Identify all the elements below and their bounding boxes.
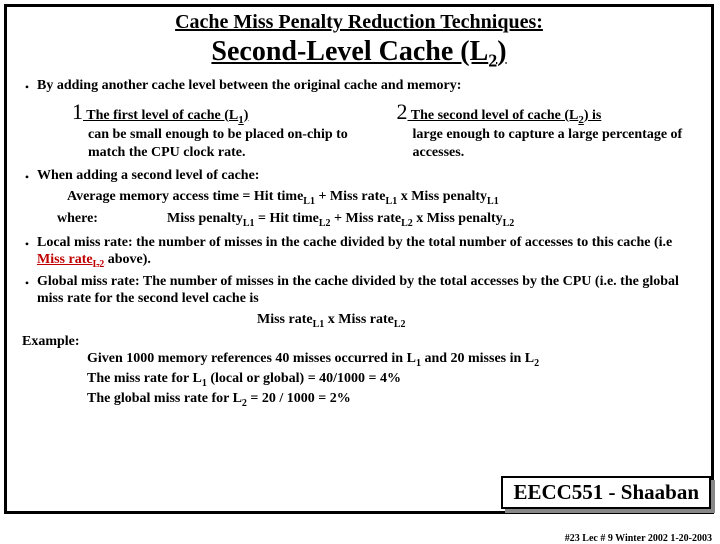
b3a: Local miss rate: the number of misses in…: [37, 235, 672, 250]
b3r: Miss rate: [37, 252, 93, 267]
formula-1: Average memory access time = Hit timeL1 …: [17, 189, 701, 207]
e2a: The miss rate for L: [87, 371, 202, 386]
col-1: 1 The first level of cache (L1) can be s…: [72, 99, 377, 163]
b3b: above).: [104, 252, 151, 267]
f2c: + Miss rate: [331, 211, 402, 226]
f2s1: L1: [243, 218, 255, 229]
bullet-1-text: By adding another cache level between th…: [37, 78, 701, 95]
footer-line: #23 Lec # 9 Winter 2002 1-20-2003: [565, 533, 712, 544]
title-text-a: Second-Level Cache (L: [211, 36, 488, 67]
where-label: where:: [57, 211, 167, 229]
title-text-b: ): [497, 36, 506, 67]
num-2: 2: [397, 99, 408, 124]
f3s2: L2: [394, 319, 406, 330]
f2a: Miss penalty: [167, 211, 243, 226]
num-1: 1: [72, 99, 83, 124]
col2-body: large enough to capture a large percenta…: [397, 126, 702, 162]
b3rs: L2: [93, 258, 105, 269]
bullet-2-text: When adding a second level of cache:: [37, 168, 701, 185]
f1b: + Miss rate: [315, 189, 386, 204]
f2b: = Hit time: [255, 211, 319, 226]
c1a: The first level of cache (L: [83, 108, 238, 123]
example-label: Example:: [17, 334, 701, 350]
col2-head: 2 The second level of cache (L2) is: [397, 99, 702, 126]
f1s2: L1: [386, 196, 398, 207]
formula-3: Miss rateL1 x Miss rateL2: [17, 312, 701, 330]
e3a: The global miss rate for L: [87, 391, 242, 406]
bullet-dot-3: •: [17, 235, 37, 252]
ex-line-1: Given 1000 memory references 40 misses o…: [87, 350, 701, 370]
c2b: ) is: [584, 108, 602, 123]
ex-line-2: The miss rate for L1 (local or global) =…: [87, 370, 701, 390]
two-columns: 1 The first level of cache (L1) can be s…: [17, 99, 701, 163]
bullet-4: • Global miss rate: The number of misses…: [17, 274, 701, 308]
example-body: Given 1000 memory references 40 misses o…: [17, 350, 701, 411]
f1c: x Miss penalty: [397, 189, 487, 204]
f2s3: L2: [401, 218, 413, 229]
bullet-3-text: Local miss rate: the number of misses in…: [37, 235, 701, 271]
col1-body: can be small enough to be placed on-chip…: [72, 126, 377, 162]
e1b: and 20 misses in L: [421, 351, 534, 366]
f1s3: L1: [487, 196, 499, 207]
bullet-2: • When adding a second level of cache:: [17, 168, 701, 185]
f3s1: L1: [313, 319, 325, 330]
f2s2: L2: [319, 218, 331, 229]
f1s1: L1: [303, 196, 315, 207]
c1b: ): [244, 108, 249, 123]
f2d: x Miss penalty: [413, 211, 503, 226]
f1a: Average memory access time = Hit time: [67, 189, 303, 204]
bullet-dot-2: •: [17, 168, 37, 185]
bullet-1: • By adding another cache level between …: [17, 78, 701, 95]
formula-2: Miss penaltyL1 = Hit timeL2 + Miss rateL…: [167, 211, 514, 229]
e1s2: 2: [534, 358, 539, 369]
f3a: Miss rate: [257, 312, 313, 327]
where-row: where: Miss penaltyL1 = Hit timeL2 + Mis…: [17, 211, 701, 229]
slide: Cache Miss Penalty Reduction Techniques:…: [4, 4, 714, 514]
bullet-4-text: Global miss rate: The number of misses i…: [37, 274, 701, 308]
col1-head: 1 The first level of cache (L1): [72, 99, 377, 126]
c2a: The second level of cache (L: [408, 108, 579, 123]
e2b: (local or global) = 40/1000 = 4%: [207, 371, 401, 386]
bullet-dot: •: [17, 78, 37, 95]
supertitle: Cache Miss Penalty Reduction Techniques:: [17, 11, 701, 34]
bullet-dot-4: •: [17, 274, 37, 291]
ex-line-3: The global miss rate for L2 = 20 / 1000 …: [87, 390, 701, 410]
f2s4: L2: [503, 218, 515, 229]
main-title: Second-Level Cache (L2): [17, 36, 701, 72]
b3red: Miss rateL2: [37, 252, 104, 267]
f3b: x Miss rate: [324, 312, 394, 327]
title-sub: 2: [488, 51, 497, 71]
col-2: 2 The second level of cache (L2) is larg…: [397, 99, 702, 163]
e3b: = 20 / 1000 = 2%: [247, 391, 351, 406]
bullet-3: • Local miss rate: the number of misses …: [17, 235, 701, 271]
footer-box: EECC551 - Shaaban: [501, 476, 711, 509]
e1a: Given 1000 memory references 40 misses o…: [87, 351, 416, 366]
